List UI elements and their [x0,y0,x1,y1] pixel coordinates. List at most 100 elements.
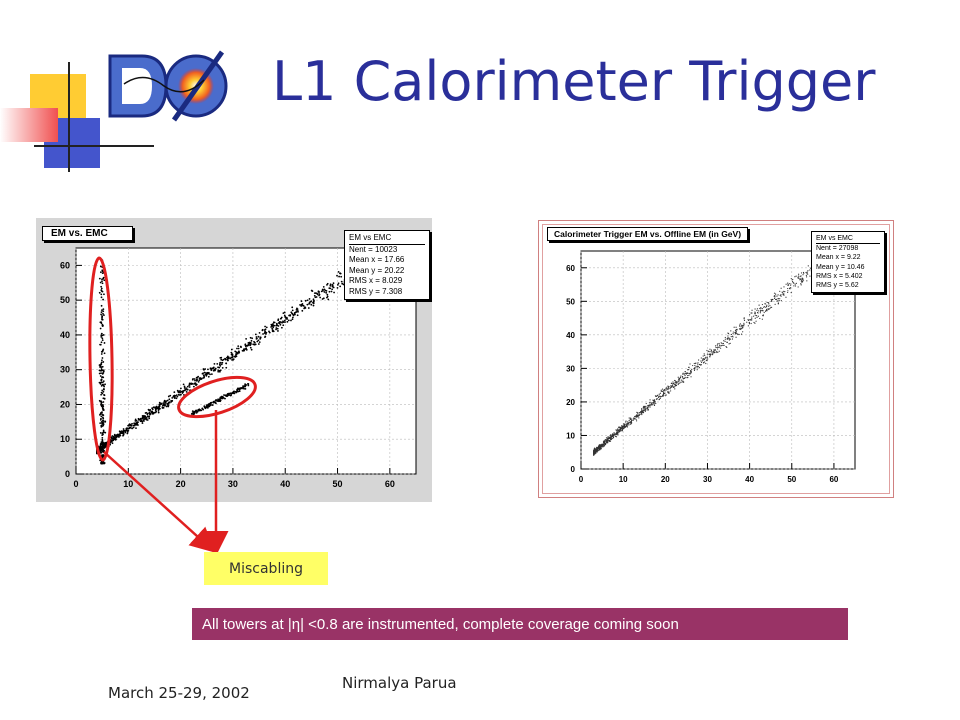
data-point [275,327,278,329]
data-point [668,387,670,389]
data-point [618,431,620,433]
data-point [276,327,279,330]
data-point [732,333,734,335]
data-point [707,353,709,355]
data-point [635,414,637,417]
data-point [144,415,146,418]
data-point [207,403,210,406]
data-point [102,276,105,279]
data-point [102,419,104,422]
data-point [167,395,170,398]
stats-value: 9.22 [845,254,861,262]
x-tick-label: 0 [579,475,584,484]
data-point [700,361,703,364]
data-point [661,390,664,392]
data-point [107,441,110,444]
data-point [611,438,613,440]
data-point [122,434,125,436]
data-point [341,282,344,285]
data-point [782,292,784,294]
data-point [761,303,764,306]
data-point [727,337,729,339]
data-point [659,392,662,394]
data-point [794,276,796,278]
data-point [659,395,661,397]
data-point [642,406,644,409]
data-point [257,335,260,338]
stats-value: 8.029 [379,276,403,285]
data-point [752,315,755,317]
data-point [704,361,706,363]
data-point [630,422,633,424]
data-point [751,309,753,311]
data-point [294,311,297,314]
data-point [265,326,268,329]
data-point [698,367,700,369]
data-point [282,312,285,314]
data-point [258,331,261,334]
data-point [101,349,104,352]
data-point [173,396,176,399]
data-point [272,329,274,332]
data-point [682,380,684,382]
data-point [275,328,277,331]
data-point [628,419,630,422]
data-point [732,331,734,333]
data-point [593,452,595,455]
data-point [170,399,173,402]
data-point [708,354,711,356]
data-point [750,322,752,325]
data-point [297,311,299,313]
data-point [716,350,718,353]
data-point [687,372,689,375]
data-point [321,298,324,300]
data-point [735,330,737,333]
data-point [677,376,679,378]
data-point [302,304,305,307]
y-tick-label: 60 [566,264,575,273]
data-point [763,306,766,308]
data-point [780,287,782,289]
data-point [99,281,102,284]
data-point [103,342,106,344]
data-point [99,451,102,454]
data-point [690,370,692,372]
data-point [101,446,104,449]
data-point [754,311,756,313]
data-point [155,410,158,413]
data-point [762,309,764,312]
data-point [610,439,612,441]
data-point [317,290,320,293]
data-point [674,381,676,384]
data-point [99,271,102,274]
data-point [290,319,292,322]
data-point [231,353,233,355]
data-point [596,447,598,450]
data-point [309,300,312,303]
data-point [100,381,103,384]
data-point [601,443,603,445]
data-point [224,394,227,397]
data-point [277,318,280,321]
data-point [600,445,602,447]
data-point [777,300,779,302]
data-point [771,298,774,301]
data-point [268,330,270,333]
data-point [100,332,103,335]
data-point [725,346,727,348]
data-point [102,431,105,434]
data-point [166,399,169,402]
left-stats-box: EM vs EMC Nent = 10023 Mean x = 17.66 Mean … [344,230,430,300]
data-point [774,296,776,298]
data-point [607,436,609,438]
data-point [738,333,740,336]
x-tick-label: 40 [745,475,754,484]
stats-label: Nent = [349,244,373,254]
data-point [680,379,682,381]
data-point [612,437,615,439]
miscabling-callout: Miscabling [204,552,328,585]
data-point [672,383,674,385]
data-point [219,399,221,402]
data-point [802,274,804,276]
data-point [803,272,805,274]
